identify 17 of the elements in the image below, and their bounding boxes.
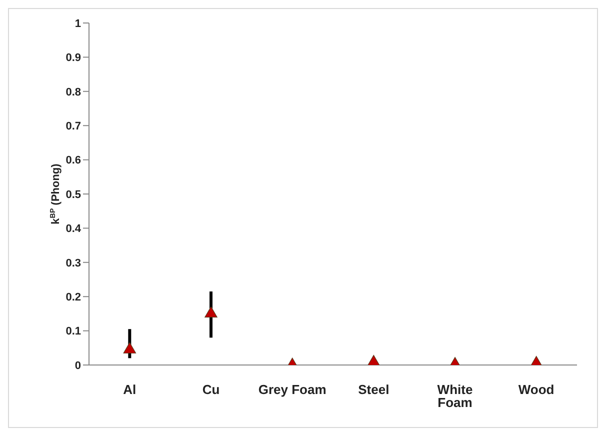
y-tick-label: 1 <box>74 18 81 30</box>
y-tick-label: 0.1 <box>66 326 81 338</box>
y-tick-label: 0.5 <box>66 188 81 201</box>
x-tick-label: Wood <box>518 382 554 398</box>
y-tick-label: 0.2 <box>66 292 81 304</box>
x-tick-label: White Foam <box>437 382 473 410</box>
y-tick-label: 0.3 <box>66 257 81 270</box>
x-tick-label: Grey Foam <box>258 382 326 398</box>
x-tick-label: Steel <box>358 382 390 398</box>
y-tick-label: 0.9 <box>66 52 81 64</box>
y-tick-label: 0.8 <box>66 86 81 98</box>
x-tick-label: Cu <box>202 382 220 398</box>
y-tick-label: 0.6 <box>66 154 81 167</box>
x-tick-label: Al <box>123 382 136 398</box>
y-tick-label: 0.4 <box>66 223 82 236</box>
y-tick-label: 0 <box>74 360 81 372</box>
y-tick-label: 0.7 <box>66 120 81 133</box>
